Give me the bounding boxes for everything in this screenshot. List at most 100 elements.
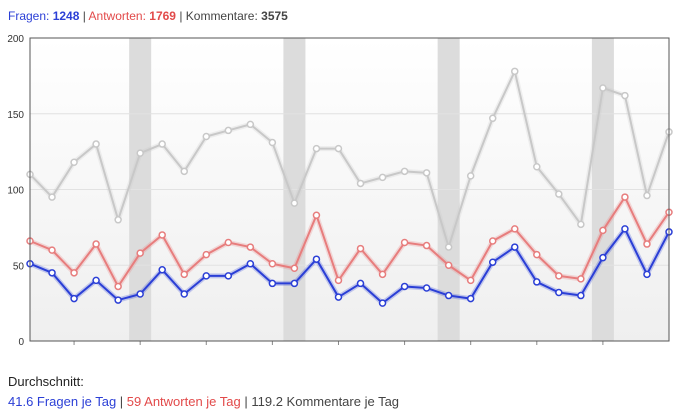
questions-point: [577, 291, 585, 300]
answers-point: [334, 276, 343, 285]
answers-point: [643, 240, 651, 248]
questions-point: [444, 291, 453, 300]
plot-frame: [29, 37, 670, 342]
answers-point: [422, 241, 431, 250]
comments-point: [444, 243, 453, 251]
average-comments: 119.2 Kommentare je Tag: [251, 394, 400, 409]
questions-point: [114, 296, 122, 304]
summary-line: Fragen: 1248 | Antworten: 1769 | Komment…: [8, 9, 288, 23]
questions-point: [378, 299, 387, 307]
questions-point: [533, 278, 541, 286]
comments-point: [92, 140, 100, 148]
questions-point: [202, 272, 211, 280]
answers-point: [48, 246, 56, 254]
answers-point: [114, 282, 122, 291]
activity-line-chart: 050100150200Apr 3Apr 6Apr 9Apr 12Apr 15A…: [7, 34, 673, 348]
separator: |: [244, 394, 252, 409]
answers-point: [70, 269, 78, 277]
answers-point: [268, 259, 277, 268]
comments-point: [268, 138, 277, 147]
y-tick-label: 0: [18, 337, 24, 348]
comments-point: [643, 191, 651, 200]
questions-point: [400, 282, 409, 291]
comments-point: [533, 163, 541, 171]
answers-point: [621, 193, 629, 201]
comments-point: [70, 158, 78, 166]
comments-point: [334, 144, 343, 153]
comments-point: [290, 199, 299, 207]
answers-point: [400, 238, 409, 247]
questions-point: [158, 266, 166, 274]
answers-point: [312, 211, 321, 220]
questions-point: [92, 276, 100, 285]
answers-point: [511, 225, 519, 233]
answers-point: [577, 275, 585, 283]
answers-point: [224, 238, 233, 247]
comments-label: Kommentare:: [185, 9, 258, 23]
comments-point: [577, 220, 585, 229]
answers-point: [488, 237, 497, 245]
answers-point: [202, 250, 211, 259]
questions-point: [70, 294, 78, 303]
questions-point: [312, 255, 321, 263]
questions-point: [334, 293, 343, 301]
average-heading: Durchschnitt:: [8, 374, 84, 389]
comments-point: [114, 216, 122, 224]
questions-point: [511, 243, 519, 251]
answers-point: [599, 226, 607, 235]
comments-point: [158, 140, 166, 148]
answers-count: 1769: [149, 9, 176, 23]
comments-point: [180, 167, 188, 176]
questions-point: [621, 225, 629, 233]
answers-point: [356, 244, 365, 253]
answers-point: [378, 270, 387, 279]
answers-point: [290, 264, 299, 273]
questions-point: [268, 279, 277, 288]
average-line: 41.6 Fragen je Tag | 59 Antworten je Tag…: [8, 394, 399, 409]
comments-point: [356, 179, 365, 188]
answers-point: [444, 261, 453, 269]
questions-point: [422, 284, 431, 292]
y-tick-label: 100: [7, 186, 24, 197]
questions-point: [180, 290, 188, 298]
answers-point: [555, 272, 563, 280]
y-tick-label: 50: [13, 261, 25, 272]
answers-point: [136, 249, 144, 257]
average-questions: 41.6 Fragen je Tag: [8, 394, 117, 409]
questions-point: [643, 270, 651, 279]
questions-point: [466, 294, 475, 303]
questions-point: [555, 288, 563, 297]
comments-point: [400, 167, 409, 176]
comments-point: [48, 193, 56, 201]
comments-point: [246, 120, 255, 129]
questions-label: Fragen:: [8, 9, 50, 23]
y-tick-label: 150: [7, 110, 24, 121]
answers-point: [533, 250, 541, 259]
comments-point: [422, 169, 431, 177]
questions-point: [488, 258, 497, 266]
questions-point: [356, 279, 365, 288]
questions-count: 1248: [52, 9, 80, 23]
comments-point: [136, 149, 144, 157]
separator: |: [82, 9, 89, 23]
questions-point: [290, 279, 299, 288]
comments-point: [378, 173, 387, 182]
comments-point: [621, 91, 629, 100]
questions-point: [246, 259, 255, 268]
comments-point: [511, 67, 519, 76]
answers-label: Antworten:: [88, 9, 146, 23]
questions-point: [48, 269, 56, 277]
answers-point: [466, 276, 475, 285]
answers-point: [158, 231, 166, 239]
answers-point: [180, 270, 188, 279]
answers-point: [92, 240, 100, 248]
comments-line: [29, 70, 670, 249]
comments-point: [466, 172, 475, 180]
comments-count: 3575: [261, 9, 288, 23]
questions-point: [224, 272, 233, 280]
comments-point: [555, 190, 563, 198]
answers-point: [246, 243, 255, 251]
comments-point: [202, 132, 211, 141]
comments-point: [312, 144, 321, 153]
questions-point: [599, 253, 607, 262]
